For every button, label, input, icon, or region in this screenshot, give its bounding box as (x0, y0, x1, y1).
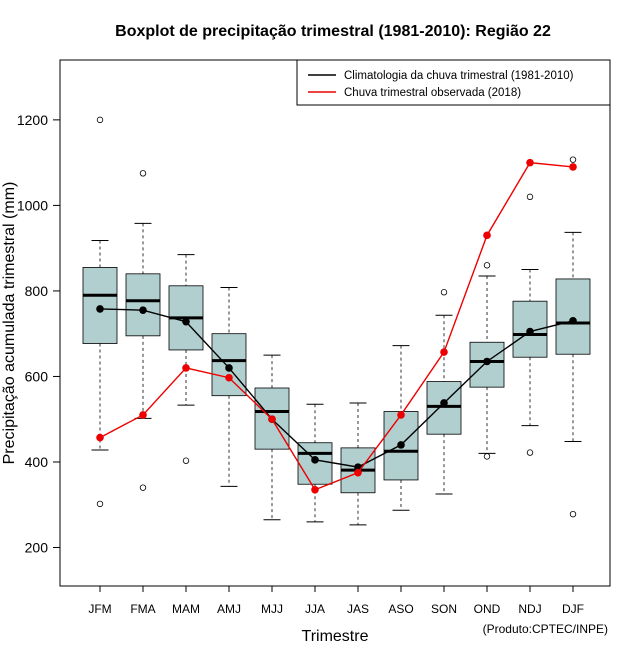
box-DJF (555, 156, 591, 518)
outlier-point (526, 193, 534, 201)
series-point-0 (96, 305, 104, 313)
outlier-point (139, 170, 147, 177)
series-point-1 (225, 373, 233, 382)
y-tick-label: 1200 (17, 112, 48, 128)
series-point-0 (569, 317, 577, 325)
legend-label-0: Climatologia da chuva trimestral (1981-2… (344, 70, 574, 82)
series-point-0 (440, 399, 448, 407)
y-tick-label: 200 (25, 540, 49, 556)
series-point-1 (397, 411, 405, 419)
series-point-0 (139, 306, 147, 314)
series-line-0 (99, 308, 574, 468)
box-SON (426, 289, 462, 495)
series-point-1 (139, 411, 147, 419)
series-point-0 (483, 357, 491, 366)
x-tick-label: NDJ (518, 602, 541, 616)
y-tick-label: 800 (25, 283, 49, 299)
series-point-1 (354, 468, 362, 477)
series-point-0 (225, 364, 233, 372)
series-line-1 (99, 161, 574, 491)
x-tick-label: JJA (305, 602, 325, 616)
outlier-point (483, 453, 491, 460)
outlier-point (440, 289, 448, 296)
x-axis-label: Trimestre (302, 628, 369, 645)
legend-box (296, 59, 611, 106)
series-point-0 (526, 327, 534, 336)
x-tick-label: FMA (130, 602, 155, 616)
series-point-0 (182, 317, 190, 326)
series-point-1 (526, 158, 534, 167)
x-tick-label: MAM (172, 602, 200, 616)
series-point-1 (483, 231, 491, 240)
y-tick-label: 400 (25, 454, 49, 470)
series-point-0 (311, 456, 319, 464)
series-point-1 (569, 163, 577, 171)
y-axis-label: Precipitação acumulada trimestral (mm) (1, 182, 18, 465)
x-tick-label: MJJ (261, 602, 283, 616)
legend: Climatologia da chuva trimestral (1981-2… (296, 59, 611, 106)
series-point-1 (182, 364, 190, 372)
series-point-1 (96, 433, 104, 442)
credit-label: (Produto:CPTEC/INPE) (483, 622, 608, 636)
outlier-point (569, 156, 577, 163)
x-tick-label: OND (474, 602, 501, 616)
series-point-1 (268, 415, 276, 424)
x-tick-label: ASO (388, 602, 413, 616)
box-FMA (125, 170, 161, 491)
outlier-point (139, 484, 147, 491)
outlier-point (569, 510, 577, 518)
outlier-point (526, 449, 534, 456)
chart-title: Boxplot de precipitação trimestral (1981… (115, 23, 551, 40)
series-point-1 (311, 485, 319, 494)
box-iqr (555, 278, 591, 355)
y-tick-label: 600 (25, 368, 49, 384)
outlier-point (96, 500, 104, 508)
series-point-1 (440, 348, 448, 356)
x-tick-label: DJF (562, 602, 584, 616)
outlier-point (182, 457, 190, 464)
series-point-0 (397, 441, 405, 449)
y-axis: 200 400 600 800 1000 1200 (17, 112, 60, 556)
outlier-point (483, 262, 491, 269)
x-tick-label: JFM (88, 602, 111, 616)
legend-label-1: Chuva trimestral observada (2018) (344, 87, 521, 99)
x-tick-label: JAS (347, 602, 369, 616)
outlier-point (96, 116, 104, 124)
x-axis: JFM FMA MAM AMJ MJJ JJA JAS ASO SON OND NDJ DJF (88, 586, 584, 616)
x-tick-label: SON (431, 602, 457, 616)
box-iqr (125, 273, 161, 337)
box-MAM (168, 254, 204, 464)
y-tick-label: 1000 (17, 197, 48, 213)
x-tick-label: AMJ (217, 602, 241, 616)
series-lines (96, 158, 577, 494)
